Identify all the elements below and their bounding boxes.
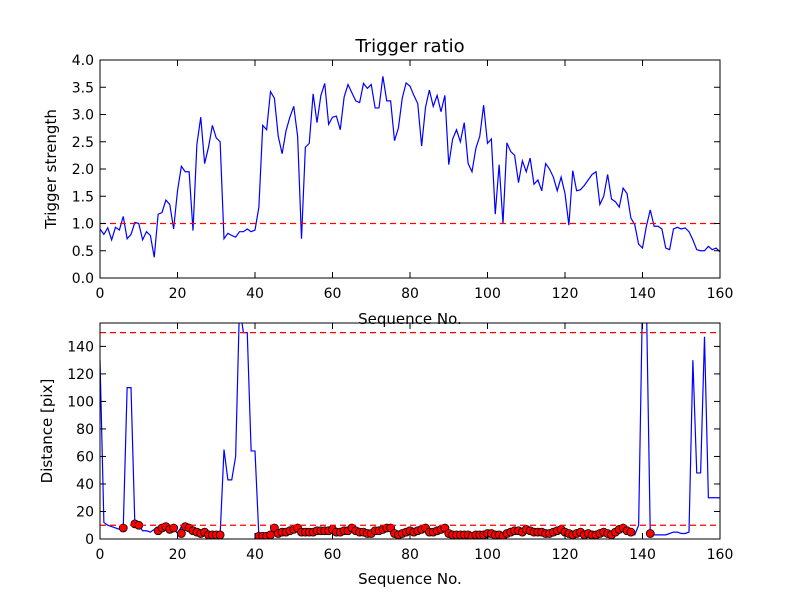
bottom-plot-area bbox=[100, 323, 720, 539]
top-plot-area bbox=[100, 76, 720, 258]
x-tick-label: 120 bbox=[552, 286, 579, 302]
bottom-x-ticks: 0 20 40 60 80 100 120 140 160 bbox=[96, 323, 734, 563]
series-line bbox=[100, 76, 720, 258]
y-tick-label: 100 bbox=[67, 394, 94, 410]
y-tick-label: 1.5 bbox=[72, 189, 94, 205]
x-tick-label: 80 bbox=[401, 286, 419, 302]
data-point bbox=[215, 530, 225, 539]
bottom-y-ticks: 0 20 40 60 80 100 120 140 bbox=[67, 339, 720, 548]
x-tick-label: 40 bbox=[246, 286, 264, 302]
y-tick-label: 3.5 bbox=[72, 80, 94, 96]
top-x-ticks: 0 20 40 60 80 100 120 140 160 bbox=[96, 60, 734, 302]
x-tick-label: 160 bbox=[707, 547, 734, 563]
y-tick-label: 1.0 bbox=[72, 217, 94, 233]
x-tick-label: 0 bbox=[96, 547, 105, 563]
x-tick-label: 40 bbox=[246, 547, 264, 563]
y-tick-label: 40 bbox=[76, 477, 94, 493]
y-tick-label: 0.0 bbox=[72, 271, 94, 287]
data-point bbox=[118, 523, 128, 533]
x-tick-label: 100 bbox=[474, 547, 501, 563]
data-point bbox=[626, 527, 636, 537]
x-tick-label: 140 bbox=[629, 547, 656, 563]
y-tick-label: 3.0 bbox=[72, 108, 94, 124]
top-y-ticks: 0.0 0.5 1.0 1.5 2.0 2.5 3.0 3.5 4.0 bbox=[72, 53, 720, 287]
y-tick-label: 80 bbox=[76, 422, 94, 438]
y-tick-label: 4.0 bbox=[72, 53, 94, 69]
top-y-axis-label: Trigger strength bbox=[42, 109, 60, 230]
y-tick-label: 0.5 bbox=[72, 244, 94, 260]
chart-title: Trigger ratio bbox=[354, 36, 464, 57]
y-tick-label: 20 bbox=[76, 504, 94, 520]
bottom-x-axis-label: Sequence No. bbox=[358, 570, 462, 588]
x-tick-label: 60 bbox=[324, 547, 342, 563]
y-tick-label: 120 bbox=[67, 367, 94, 383]
y-tick-label: 0 bbox=[85, 532, 94, 548]
x-tick-label: 80 bbox=[401, 547, 419, 563]
bottom-y-axis-label: Distance [pix] bbox=[38, 379, 56, 484]
x-tick-label: 120 bbox=[552, 547, 579, 563]
trigger-ratio-chart: Trigger ratio 0 20 40 60 80 100 120 140 160 0.00… bbox=[42, 36, 733, 328]
x-tick-label: 20 bbox=[169, 286, 187, 302]
x-tick-label: 60 bbox=[324, 286, 342, 302]
y-tick-label: 60 bbox=[76, 449, 94, 465]
data-point bbox=[169, 523, 179, 533]
x-tick-label: 140 bbox=[629, 286, 656, 302]
x-tick-label: 0 bbox=[96, 286, 105, 302]
y-tick-label: 2.0 bbox=[72, 162, 94, 178]
data-point bbox=[645, 529, 655, 538]
y-tick-label: 140 bbox=[67, 339, 94, 355]
y-tick-label: 2.5 bbox=[72, 135, 94, 151]
x-tick-label: 100 bbox=[474, 286, 501, 302]
x-tick-label: 160 bbox=[707, 286, 734, 302]
distance-chart: 0 20 40 60 80 100 120 140 160 0 20 40 60 80 100 120 140… bbox=[38, 322, 734, 588]
x-tick-label: 20 bbox=[169, 547, 187, 563]
